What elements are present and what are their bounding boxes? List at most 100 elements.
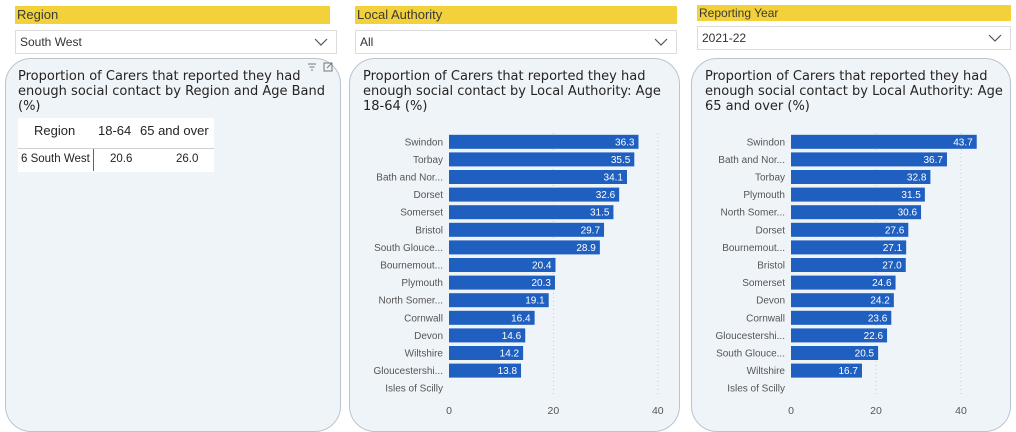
chart-18-64-card: Proportion of Carers that reported they … <box>349 58 680 432</box>
bar-18-64-bar[interactable] <box>449 205 614 220</box>
bar-65-over-bar[interactable] <box>791 152 947 167</box>
bar-18-64-data-label: 14.6 <box>502 331 522 342</box>
chart-18-64-title-line1: Proportion of Carers that reported they … <box>363 69 646 84</box>
bar-65-over-bar[interactable] <box>791 134 977 149</box>
bar-18-64-bar[interactable] <box>449 275 555 290</box>
bar-65-over-bar[interactable] <box>791 170 931 184</box>
bar-65-over-data-label: 30.6 <box>898 208 918 219</box>
bar-18-64-data-label: 16.4 <box>511 313 531 324</box>
bar-65-over-bar[interactable] <box>791 222 909 237</box>
bar-65-over-data-label: 22.6 <box>864 331 884 342</box>
table-cell-18-64: 20.6 <box>110 153 133 165</box>
bar-65-over-bar[interactable] <box>791 346 879 360</box>
region-card-title-line3: (%) <box>18 99 41 114</box>
bar-18-64-data-label: 28.9 <box>576 243 596 254</box>
bar-18-64-bar[interactable] <box>449 170 628 184</box>
bar-65-over-bar[interactable] <box>791 187 925 202</box>
bar-18-64-data-label: 20.4 <box>532 261 552 272</box>
local-authority-dropdown[interactable]: All <box>355 30 677 54</box>
bar-65-over-category-label: Isles of Scilly <box>727 384 785 395</box>
bar-18-64-bar[interactable] <box>449 134 639 149</box>
bar-18-64-category-label: Bath and Nor... <box>376 173 443 184</box>
bar-18-64-bar[interactable] <box>449 222 605 237</box>
bar-18-64-data-label: 14.2 <box>500 349 520 360</box>
region-card-title-line2: enough social contact by Region and Age … <box>18 84 325 99</box>
local-authority-dropdown-value: All <box>360 35 374 49</box>
bar-18-64-data-label: 29.7 <box>581 225 601 236</box>
bar-18-64-category-label: Devon <box>414 331 443 342</box>
bar-18-64-category-label: Dorset <box>414 190 444 201</box>
chart-65-over-title-line3: 65 and over (%) <box>705 99 810 114</box>
bar-65-over-data-label: 24.2 <box>870 296 890 307</box>
bar-18-64-category-label: Bournemout... <box>380 261 443 272</box>
bar-65-over-category-label: Bournemout... <box>722 243 785 254</box>
reporting-year-slicer-title: Reporting Year <box>697 5 1011 21</box>
local-authority-slicer-title: Local Authority <box>355 6 677 24</box>
bar-18-64-bar[interactable] <box>449 187 620 202</box>
bar-chart-65-over: 0 20 40 Swindon 43.7 Bath and Nor... 36.7 Torba… <box>716 133 977 417</box>
bar-65-over-category-label: Gloucestershi... <box>716 331 785 342</box>
bar-65-over-bar[interactable] <box>791 240 907 255</box>
table-header-18-64[interactable]: 18-64 <box>98 123 132 138</box>
bar-18-64-x-tick-label: 40 <box>652 405 664 417</box>
bar-65-over-data-label: 27.1 <box>883 243 903 254</box>
bar-65-over-bar[interactable] <box>791 363 862 378</box>
bar-65-over-bar[interactable] <box>791 205 922 220</box>
bar-18-64-bar[interactable] <box>449 346 524 360</box>
bar-65-over-bar[interactable] <box>791 328 888 343</box>
region-dropdown-value: South West <box>20 35 82 49</box>
chart-65-over-title-line1: Proportion of Carers that reported they … <box>705 69 988 84</box>
chart-65-over-title: Proportion of Carers that reported they … <box>705 69 1003 114</box>
table-header-65-and-over[interactable]: 65 and over <box>140 123 209 138</box>
region-dropdown[interactable]: South West <box>15 30 337 54</box>
bar-18-64-bar[interactable] <box>449 293 549 308</box>
local-authority-slicer-label: Local Authority <box>357 7 443 22</box>
bar-18-64-bar[interactable] <box>449 258 556 272</box>
bar-65-over-category-label: South Glouce... <box>716 349 785 360</box>
region-table-card: Proportion of Carers that reported they … <box>5 58 341 432</box>
bar-18-64-category-label: Gloucestershi... <box>374 366 443 377</box>
table-divider <box>18 148 214 149</box>
bar-18-64-bar[interactable] <box>449 328 526 343</box>
region-card-title-line1: Proportion of Carers that reported they … <box>18 69 301 84</box>
bar-65-over-data-label: 27.0 <box>882 261 902 272</box>
bar-65-over-category-label: Cornwall <box>746 313 785 324</box>
table-cell-65-and-over: 26.0 <box>176 153 199 165</box>
bar-18-64-category-label: Wiltshire <box>405 349 444 360</box>
bar-18-64-category-label: Isles of Scilly <box>385 384 443 395</box>
bar-65-over-category-label: Bristol <box>757 261 785 272</box>
table-cell-region: 6 South West <box>21 153 90 165</box>
bar-18-64-data-label: 35.5 <box>611 155 631 166</box>
bar-18-64-data-label: 31.5 <box>590 208 610 219</box>
bar-65-over-data-label: 32.8 <box>907 173 927 184</box>
chart-18-64-title-line2: enough social contact by Local Authority… <box>363 84 661 99</box>
bar-18-64-category-label: Cornwall <box>404 313 443 324</box>
filter-icon[interactable] <box>308 63 316 71</box>
bar-18-64-bar[interactable] <box>449 240 600 255</box>
bar-18-64-bar[interactable] <box>449 152 635 167</box>
bar-65-over-data-label: 43.7 <box>953 137 973 148</box>
bar-chart-18-64: 0 20 40 Swindon 36.3 Torbay 35.5 Bath and Nor..… <box>374 133 664 417</box>
reporting-year-dropdown-value: 2021-22 <box>702 31 747 45</box>
bar-18-64-category-label: Swindon <box>405 137 443 148</box>
bar-18-64-bar[interactable] <box>449 310 535 325</box>
region-card-title: Proportion of Carers that reported they … <box>18 69 325 114</box>
bar-65-over-data-label: 36.7 <box>924 155 944 166</box>
chart-65-over-title-line2: enough social contact by Local Authority… <box>705 84 1003 99</box>
focus-mode-icon[interactable] <box>323 62 333 72</box>
bar-65-over-bar[interactable] <box>791 275 896 290</box>
table-header-region[interactable]: Region <box>34 123 76 138</box>
chevron-down-icon <box>654 38 668 46</box>
bar-65-over-bar[interactable] <box>791 293 894 308</box>
visual-header-icons <box>308 62 333 72</box>
bar-65-over-data-label: 23.6 <box>868 313 888 324</box>
bar-18-64-category-label: Bristol <box>415 225 443 236</box>
bar-65-over-bar[interactable] <box>791 258 906 272</box>
bar-65-over-bar[interactable] <box>791 310 892 325</box>
bar-65-over-x-tick-label: 0 <box>788 405 794 417</box>
reporting-year-dropdown[interactable]: 2021-22 <box>697 26 1011 50</box>
bar-18-64-bar[interactable] <box>449 363 522 378</box>
bar-18-64-category-label: Plymouth <box>401 278 443 289</box>
bar-65-over-category-label: North Somer... <box>721 208 785 219</box>
bar-65-over-category-label: Wiltshire <box>747 366 786 377</box>
